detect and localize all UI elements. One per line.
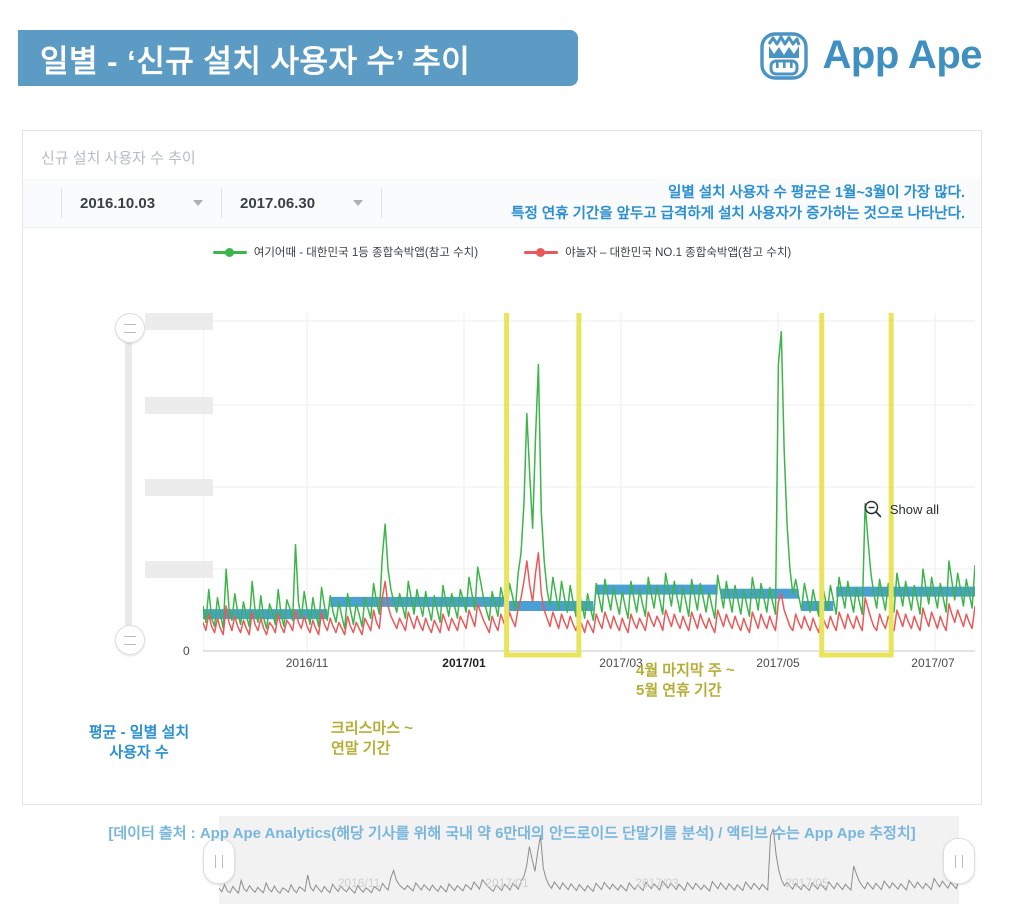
annotation-average-line-1: 평균 - 일별 설치 [88,724,190,741]
navigator-date-1: 2016/11 [337,876,381,890]
legend-label-red: 야놀자 – 대한민국 NO.1 종합숙박앱(참고 수치) [565,247,792,259]
page-title: 일별 - ‘신규 설치 사용자 수’ 추이 [40,43,471,79]
navigator-date-3: 2017/03 [635,876,679,890]
x-tick-5: 2017/07 [911,656,955,670]
highlight-box [819,313,894,658]
brand-name: App Ape [822,32,983,77]
legend-marker-green-icon [212,247,247,257]
annotation-average: 평균 - 일별 설치 사용자 수 [59,723,219,764]
y-tick-redaction [145,561,213,578]
insight-line-1: 일별 설치 사용자 수 평균은 1월~3월이 가장 많다. [668,185,965,201]
annotation-may-holiday: 4월 마지막 주 ~ 5월 연휴 기간 [636,661,735,702]
toolbar-divider [381,188,383,218]
x-tick-2: 2017/01 [442,656,486,670]
brand-logo: App Ape [757,28,983,82]
slider-handle-bottom[interactable] [115,625,145,655]
highlight-box [504,313,582,658]
x-tick-1: 2016/11 [285,656,329,670]
end-date-picker[interactable]: 2017.06.30 [221,188,381,218]
slider-handle-top[interactable] [115,313,145,343]
card-toolbar: 2016.10.03 2017.06.30 일별 설치 사용자 수 평균은 1월… [23,179,981,228]
y-tick-redaction [145,397,213,414]
chart-card: 신규 설치 사용자 수 추이 2016.10.03 2017.06.30 일별 … [22,130,982,904]
start-date-picker[interactable]: 2016.10.03 [61,188,221,218]
series-line-green [203,331,975,630]
legend-label-green: 여기어때 - 대한민국 1등 종합숙박앱(참고 수치) [253,247,479,259]
vertical-range-slider[interactable] [115,313,145,655]
legend-item-red[interactable]: 야놀자 – 대한민국 NO.1 종합숙박앱(참고 수치) [524,244,791,260]
end-date-value: 2017.06.30 [240,194,316,212]
y-tick-redaction [145,479,213,496]
drag-handle-icon [124,323,136,333]
navigator-handle-right[interactable] [943,838,975,884]
x-tick-3: 2017/03 [599,656,643,670]
annotation-may-line-1: 4월 마지막 주 ~ [636,662,735,679]
nav-grip-icon [215,854,223,868]
insight-callout: 일별 설치 사용자 수 평균은 1월~3월이 가장 많다. 특정 연휴 기간을 … [511,183,965,225]
chart-legend: 여기어때 - 대한민국 1등 종합숙박앱(참고 수치) 야놀자 – 대한민국 N… [23,231,981,273]
average-step-bar [836,586,975,597]
annotation-christmas-line-1: 크리스마스 ~ [331,720,413,737]
y-tick-redaction [145,313,213,330]
y-axis-tick-zero: 0 [183,644,190,658]
ape-face-icon [759,32,808,80]
drag-handle-icon [124,635,136,645]
x-axis-labels: 2016/11 2017/01 2017/03 2017/05 2017/07 [203,656,975,676]
start-date-value: 2016.10.03 [80,194,156,212]
average-step-bar [203,609,328,620]
line-chart-svg [203,313,975,658]
annotation-christmas: 크리스마스 ~ 연말 기간 [331,719,413,760]
zoom-out-icon [864,500,882,518]
average-step-bar [801,600,834,611]
annotation-may-line-2: 5월 연휴 기간 [636,682,722,700]
legend-item-green[interactable]: 여기어때 - 대한민국 1등 종합숙박앱(참고 수치) [212,244,479,260]
average-step-bar [330,596,504,607]
nav-grip-icon [955,854,963,868]
footer-source-text: [데이터 출처 : App Ape Analytics(해당 기사를 위해 국내… [108,825,916,842]
series-layer [203,331,975,636]
show-all-button[interactable]: Show all [863,499,939,519]
chevron-down-icon [353,200,363,206]
page-header: 일별 - ‘신규 설치 사용자 수’ 추이 App Ape [0,0,1024,118]
footer: [데이터 출처 : App Ape Analytics(해당 기사를 위해 국내… [0,822,1024,843]
annotation-average-line-2: 사용자 수 [109,744,169,762]
plot-region: 0 2016/11 2017/01 2017/03 [23,301,981,811]
navigator-handle-left[interactable] [203,838,235,884]
show-all-label: Show all [889,501,939,517]
navigator-date-4: 2017/05 [785,876,829,890]
series-line-red [203,552,975,636]
legend-marker-red-icon [524,247,559,257]
insight-line-2: 특정 연휴 기간을 앞두고 급격하게 설치 사용자가 증가하는 것으로 나타난다… [511,206,965,223]
card-title: 신규 설치 사용자 수 추이 [41,150,196,167]
slider-track[interactable] [125,327,132,643]
navigator-date-2: 2017/01 [485,876,529,890]
chevron-down-icon [193,200,203,206]
highlight-box-layer [504,313,894,658]
title-banner: 일별 - ‘신규 설치 사용자 수’ 추이 [18,30,578,86]
x-tick-4: 2017/05 [756,656,800,670]
annotation-christmas-line-2: 연말 기간 [331,740,391,758]
